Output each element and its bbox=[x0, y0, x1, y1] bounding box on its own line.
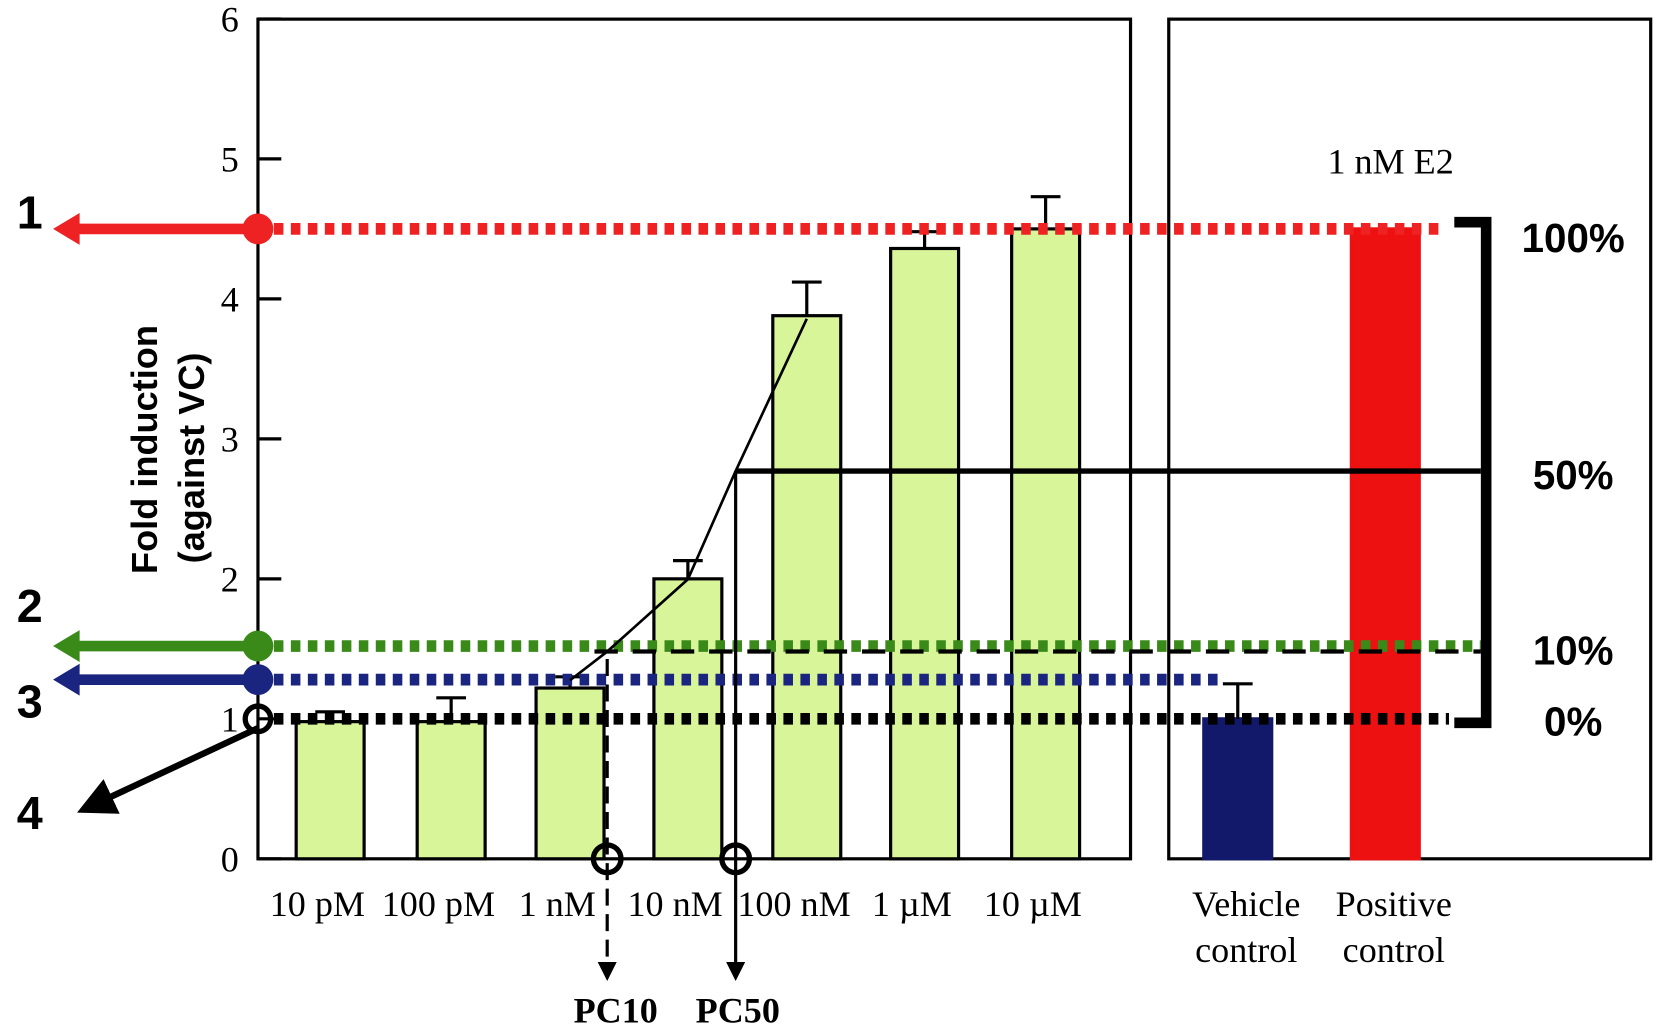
bar-1 bbox=[415, 720, 487, 861]
control-label: control bbox=[1195, 930, 1297, 970]
percent-50-label: 50% bbox=[1533, 452, 1614, 498]
arrow-4 bbox=[77, 725, 260, 814]
reference-number: 2 bbox=[17, 580, 43, 632]
bar-6 bbox=[1010, 227, 1082, 861]
x-tick-label: 1 nM bbox=[519, 884, 596, 924]
x-tick-label: 100 pM bbox=[382, 884, 495, 924]
pc10-point bbox=[590, 842, 624, 876]
percent-bracket bbox=[1454, 216, 1492, 729]
y-tick-label: 5 bbox=[221, 140, 239, 180]
y-tick-label: 3 bbox=[221, 420, 239, 460]
percent-label: 0% bbox=[1544, 698, 1602, 744]
y-tick-label: 2 bbox=[221, 560, 239, 600]
x-tick-label: 10 pM bbox=[270, 884, 365, 924]
reference-number: 3 bbox=[17, 675, 43, 727]
arrow-head-icon bbox=[53, 630, 80, 662]
pc50-point bbox=[719, 842, 753, 876]
control-label: control bbox=[1343, 930, 1445, 970]
reference-number: 1 bbox=[17, 186, 43, 238]
pc50-label: PC50 bbox=[696, 990, 780, 1030]
pc10-label: PC10 bbox=[574, 990, 658, 1030]
interpolation-line bbox=[569, 318, 808, 682]
y-tick-label: 0 bbox=[221, 840, 239, 880]
bar-0 bbox=[294, 720, 366, 861]
reference-number: 4 bbox=[17, 787, 43, 839]
bar-5 bbox=[889, 246, 961, 861]
percent-label: 10% bbox=[1533, 627, 1614, 673]
positive-control-annotation: 1 nM E2 bbox=[1327, 141, 1453, 181]
x-tick-label: 100 nM bbox=[737, 884, 850, 924]
control-label: Positive bbox=[1336, 884, 1452, 924]
x-tick-label: 1 µM bbox=[872, 884, 952, 924]
arrow-head-icon bbox=[53, 212, 80, 245]
percent-label: 100% bbox=[1522, 215, 1625, 261]
arrow-head-icon bbox=[53, 663, 80, 696]
y-tick-label: 6 bbox=[221, 0, 239, 40]
y-axis-label-line1: Fold induction bbox=[124, 325, 165, 574]
y-axis-label-line2: (against VC) bbox=[171, 353, 212, 564]
bar-4 bbox=[771, 314, 843, 861]
x-tick-label: 10 µM bbox=[984, 884, 1082, 924]
positive-control-bar bbox=[1349, 227, 1421, 861]
x-tick-label: 10 nM bbox=[628, 884, 723, 924]
y-tick-label: 1 bbox=[221, 700, 239, 740]
control-label: Vehicle bbox=[1192, 884, 1300, 924]
vehicle-control-bar bbox=[1202, 717, 1274, 861]
y-tick-label: 4 bbox=[221, 280, 239, 320]
